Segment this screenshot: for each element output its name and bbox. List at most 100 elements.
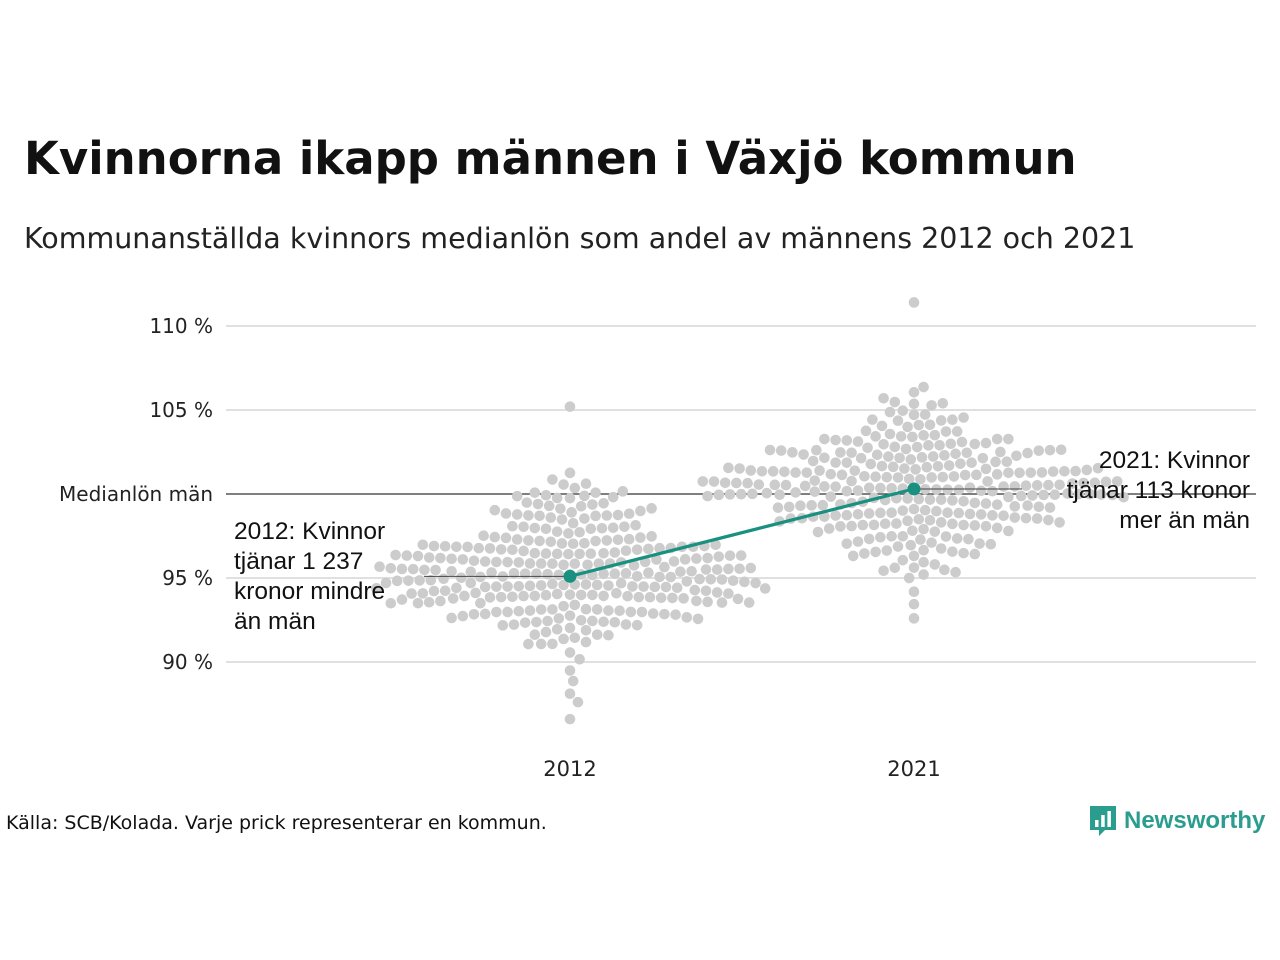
municipality-dot (601, 535, 613, 546)
municipality-dot (769, 479, 781, 491)
municipality-dot (518, 521, 529, 533)
municipality-dot (929, 429, 941, 441)
municipality-dot (940, 426, 952, 437)
municipality-dot (575, 614, 587, 626)
municipality-dot (531, 568, 542, 580)
municipality-dot (679, 554, 691, 565)
gridlines (226, 325, 1256, 663)
municipality-dot (964, 508, 976, 520)
municipality-dot (947, 414, 958, 426)
municipality-dot (465, 566, 477, 578)
municipality-dot (1078, 477, 1089, 489)
municipality-dot (668, 556, 680, 567)
municipality-dot (667, 592, 678, 604)
municipality-dot (540, 548, 552, 559)
municipality-dot (889, 441, 901, 453)
municipality-dot (660, 581, 672, 593)
municipality-dot (846, 520, 857, 532)
municipality-dot (943, 460, 955, 471)
municipality-dot (407, 563, 419, 575)
municipality-dot (819, 481, 830, 492)
annotation-2021-line: tjänar 113 kronor (1067, 477, 1250, 504)
municipality-dot (1059, 465, 1070, 477)
municipality-dot (835, 447, 846, 458)
municipality-dot (719, 477, 731, 489)
municipality-dot (889, 396, 901, 408)
municipality-dot (1033, 501, 1045, 513)
municipality-dot (711, 587, 723, 598)
municipality-dot (916, 452, 928, 463)
municipality-dot (908, 613, 920, 624)
municipality-dot (801, 467, 813, 478)
municipality-dot (1011, 450, 1022, 462)
municipality-dot (908, 550, 920, 562)
municipality-dot (743, 597, 755, 608)
municipality-dot (756, 465, 768, 477)
annotations: 2012: Kvinnor tjänar 1 237 kronor mindre än… (234, 447, 1250, 635)
municipality-dot (958, 547, 969, 559)
municipality-dot (911, 441, 923, 453)
municipality-dot (502, 556, 513, 568)
municipality-dot (841, 509, 853, 521)
municipality-dot (635, 505, 646, 517)
chart-subtitle: Kommunanställda kvinnors medianlön som a… (24, 222, 1136, 255)
municipality-dot (543, 500, 555, 512)
municipality-dot (958, 412, 969, 423)
municipality-dot (1107, 489, 1118, 501)
municipality-dot (620, 545, 632, 557)
municipality-dot (1003, 467, 1014, 479)
municipality-dot (761, 487, 773, 499)
municipality-dot (817, 499, 829, 511)
municipality-dot (926, 400, 937, 411)
municipality-dot (1020, 480, 1032, 491)
municipality-dot (897, 530, 909, 542)
municipality-dot (942, 484, 953, 496)
y-tick-label: 110 % (149, 314, 213, 338)
municipality-dot (563, 528, 574, 539)
reference-line-label: Medianlön män (59, 482, 213, 506)
municipality-dot (875, 532, 886, 543)
municipality-dot (646, 531, 657, 542)
municipality-dot (708, 476, 720, 487)
municipality-dot (513, 605, 525, 617)
municipality-dot (417, 539, 429, 551)
municipality-dot (897, 405, 909, 417)
municipality-dot (918, 430, 929, 441)
municipality-dot (558, 579, 569, 591)
municipality-dot (852, 436, 864, 447)
municipality-dot (671, 582, 683, 594)
municipality-dot (894, 452, 905, 464)
municipality-dot (895, 431, 907, 442)
municipality-dot (710, 539, 721, 551)
municipality-dot (939, 450, 950, 461)
municipality-dot (991, 522, 1003, 534)
municipality-dot (564, 622, 576, 634)
municipality-dots (371, 297, 1129, 725)
municipality-dot (534, 535, 545, 547)
municipality-dot (830, 481, 841, 492)
chart-title: Kvinnorna ikapp männen i Växjö kommun (24, 132, 1077, 185)
municipality-dot (689, 584, 701, 596)
municipality-dot (991, 469, 1003, 480)
municipality-dot (615, 577, 627, 589)
brand-name: Newsworthy (1124, 807, 1266, 834)
municipality-dot (638, 581, 649, 592)
municipality-dot (855, 452, 867, 464)
municipality-dot (479, 581, 491, 593)
municipality-dot (478, 530, 489, 542)
municipality-dot (1092, 462, 1104, 474)
municipality-dot (523, 510, 534, 521)
municipality-dot (783, 501, 795, 513)
municipality-dot (892, 415, 904, 426)
municipality-dot (745, 465, 757, 476)
municipality-dot (841, 457, 853, 468)
municipality-dot (507, 591, 518, 603)
municipality-dot (692, 613, 704, 625)
municipality-dot (558, 633, 569, 645)
municipality-dot (558, 600, 569, 612)
municipality-dot (857, 519, 869, 531)
municipality-dot (631, 619, 643, 631)
municipality-dot (724, 489, 736, 500)
municipality-dot (529, 590, 541, 602)
municipality-dot (524, 558, 536, 569)
